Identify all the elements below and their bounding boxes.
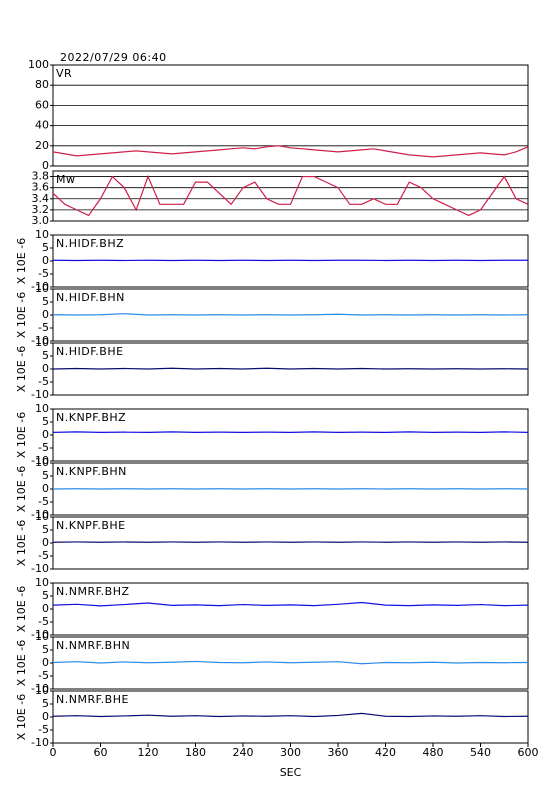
y-tick-label: 0 [42, 602, 49, 615]
y-tick-label: 60 [35, 98, 49, 111]
panel-label: N.KNPF.BHE [56, 519, 126, 532]
y-tick-label: -5 [38, 495, 49, 508]
y-tick-label: 5 [42, 295, 49, 308]
y-tick-label: -5 [38, 669, 49, 682]
y-tick-label: 0 [42, 362, 49, 375]
panel-label: N.NMRF.BHZ [56, 585, 130, 598]
y-tick-label: 40 [35, 119, 49, 132]
y-tick-label: 100 [28, 58, 49, 71]
y-tick-label: 5 [42, 469, 49, 482]
y-tick-label: 20 [35, 139, 49, 152]
y-tick-label: 5 [42, 589, 49, 602]
trace [53, 713, 528, 716]
x-tick-label: 420 [375, 746, 396, 759]
x-axis-label: SEC [280, 766, 302, 779]
y-tick-label: 10 [35, 630, 49, 643]
x-tick-label: 540 [470, 746, 491, 759]
y-tick-label: 5 [42, 415, 49, 428]
panel-label: N.KNPF.BHZ [56, 411, 126, 424]
y-tick-label: 5 [42, 643, 49, 656]
trace [53, 368, 528, 369]
y-tick-label: 10 [35, 282, 49, 295]
y-tick-label: 10 [35, 684, 49, 697]
y-axis-label: X 10E -6 [15, 694, 28, 740]
y-tick-label: -10 [31, 388, 49, 401]
panel-label: N.NMRF.BHN [56, 639, 130, 652]
trace [53, 432, 528, 433]
y-tick-label: 3.0 [32, 214, 50, 227]
y-tick-label: 3.8 [32, 170, 50, 183]
y-tick-label: 0 [42, 536, 49, 549]
x-tick-label: 300 [280, 746, 301, 759]
x-tick-label: 480 [423, 746, 444, 759]
y-tick-label: 0 [42, 482, 49, 495]
panel-label: N.KNPF.BHN [56, 465, 127, 478]
y-tick-label: 10 [35, 228, 49, 241]
y-tick-label: -10 [31, 562, 49, 575]
y-tick-label: -10 [31, 736, 49, 749]
panel-label: N.HIDF.BHN [56, 291, 125, 304]
y-tick-label: 3.4 [32, 192, 50, 205]
panel-label: VR [56, 67, 72, 80]
y-axis-label: X 10E -6 [15, 292, 28, 338]
panel-label: Mw [56, 173, 76, 186]
panel-label: N.HIDF.BHE [56, 345, 124, 358]
y-tick-label: 10 [35, 336, 49, 349]
y-tick-label: 10 [35, 510, 49, 523]
x-tick-label: 600 [518, 746, 539, 759]
x-tick-label: 0 [50, 746, 57, 759]
y-tick-label: -5 [38, 549, 49, 562]
y-tick-label: 0 [42, 308, 49, 321]
y-tick-label: 80 [35, 78, 49, 91]
x-tick-label: 60 [94, 746, 108, 759]
x-tick-label: 180 [185, 746, 206, 759]
y-tick-label: 5 [42, 697, 49, 710]
y-tick-label: 0 [42, 254, 49, 267]
y-tick-label: -5 [38, 375, 49, 388]
y-tick-label: 0 [42, 428, 49, 441]
trace [53, 314, 528, 315]
y-tick-label: -5 [38, 441, 49, 454]
x-tick-label: 120 [138, 746, 159, 759]
panel-frame [53, 65, 528, 166]
y-axis-label: X 10E -6 [15, 520, 28, 566]
y-tick-label: 5 [42, 241, 49, 254]
y-tick-label: 5 [42, 349, 49, 362]
trace [53, 603, 528, 606]
y-axis-label: X 10E -6 [15, 640, 28, 686]
panel-label: N.HIDF.BHZ [56, 237, 124, 250]
y-axis-label: X 10E -6 [15, 586, 28, 632]
panel-frame [53, 171, 528, 221]
y-tick-label: -5 [38, 267, 49, 280]
y-tick-label: 3.6 [32, 181, 50, 194]
trace [53, 661, 528, 663]
y-tick-label: 3.2 [32, 203, 50, 216]
y-tick-label: -5 [38, 723, 49, 736]
y-tick-label: 10 [35, 402, 49, 415]
x-tick-label: 240 [233, 746, 254, 759]
y-tick-label: 0 [42, 656, 49, 669]
y-tick-label: 0 [42, 710, 49, 723]
y-tick-label: 5 [42, 523, 49, 536]
trace [53, 146, 528, 157]
y-tick-label: 10 [35, 456, 49, 469]
y-tick-label: -5 [38, 615, 49, 628]
y-axis-label: X 10E -6 [15, 346, 28, 392]
y-axis-label: X 10E -6 [15, 238, 28, 284]
y-tick-label: -5 [38, 321, 49, 334]
panel-label: N.NMRF.BHE [56, 693, 129, 706]
y-axis-label: X 10E -6 [15, 412, 28, 458]
y-axis-label: X 10E -6 [15, 466, 28, 512]
y-tick-label: 10 [35, 576, 49, 589]
x-tick-label: 360 [328, 746, 349, 759]
chart-title: 2022/07/29 06:40 [60, 51, 167, 64]
